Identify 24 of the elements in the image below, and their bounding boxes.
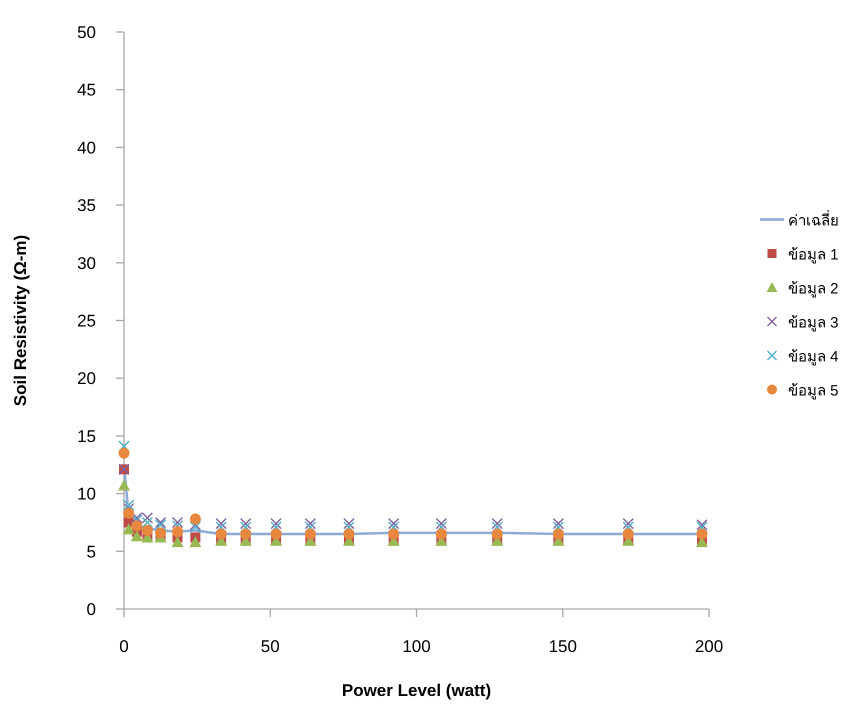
y-tick-label: 40 [77,138,96,158]
legend-label: ข้อมูล 2 [788,280,839,298]
x-tick-label: 150 [548,637,577,656]
legend-label: ข้อมูล 4 [788,348,839,366]
x-axis-title: Power Level (watt) [342,681,492,700]
y-tick-label: 25 [77,312,96,330]
x-tick-label: 0 [119,637,129,656]
x-tick-label: 50 [260,637,280,656]
y-axis-title: Soil Resistivity (Ω-m) [11,234,30,406]
legend-label: ค่าเฉลี่ย [788,210,839,230]
legend-label: ข้อมูล 5 [788,382,839,400]
y-tick-label: 35 [77,196,96,216]
y-tick-label: 15 [77,426,96,446]
y-tick-label: 50 [77,23,96,42]
legend-label: ข้อมูล 1 [788,246,839,264]
x-tick-label: 100 [402,637,431,656]
y-tick-label: 0 [86,600,96,619]
y-tick-label: 45 [77,80,96,100]
y-tick-label: 30 [77,254,96,273]
y-tick-label: 10 [77,484,96,504]
y-tick-label: 20 [77,369,96,388]
x-tick-label: 200 [694,637,724,656]
legend-label: ข้อมูล 3 [788,314,839,332]
y-tick-label: 5 [86,542,96,562]
